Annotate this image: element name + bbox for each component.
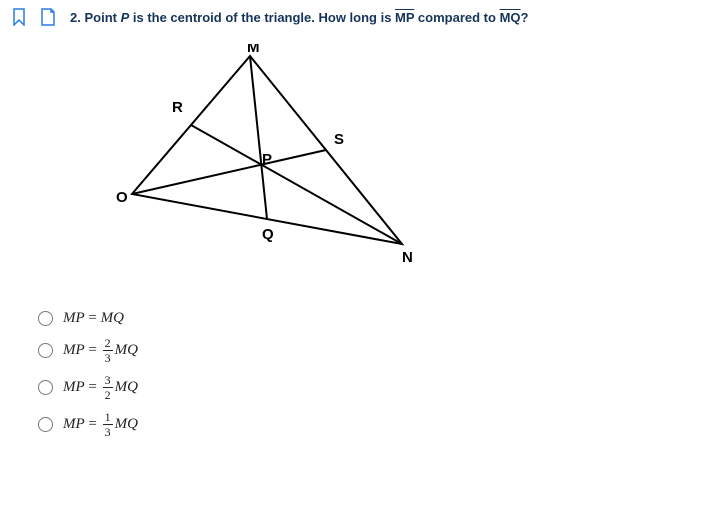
option-expr-3: MP = 32MQ [63,374,138,401]
vertex-label-N: N [402,249,413,266]
vertex-label-R: R [172,99,183,116]
option-4[interactable]: MP = 13MQ [38,411,711,438]
question-number: 2. [70,10,81,25]
question-prompt: 2. Point P is the centroid of the triang… [70,10,528,25]
note-icon[interactable] [40,8,56,26]
triangle-figure: M O N R S Q P [102,44,422,279]
bookmark-icon[interactable] [12,8,26,26]
radio-4[interactable] [38,417,53,432]
vertex-label-S: S [334,131,344,148]
vertex-label-P: P [262,151,272,168]
option-3[interactable]: MP = 32MQ [38,374,711,401]
option-2[interactable]: MP = 23MQ [38,337,711,364]
radio-1[interactable] [38,311,53,326]
radio-2[interactable] [38,343,53,358]
vertex-label-O: O [116,189,128,206]
vertex-label-Q: Q [262,226,274,243]
answer-options: MP = MQ MP = 23MQ MP = 32MQ MP = 13MQ [38,310,711,438]
option-expr-1: MP = MQ [63,310,124,327]
option-expr-2: MP = 23MQ [63,337,138,364]
option-1[interactable]: MP = MQ [38,310,711,327]
vertex-label-M: M [247,44,260,56]
radio-3[interactable] [38,380,53,395]
option-expr-4: MP = 13MQ [63,411,138,438]
